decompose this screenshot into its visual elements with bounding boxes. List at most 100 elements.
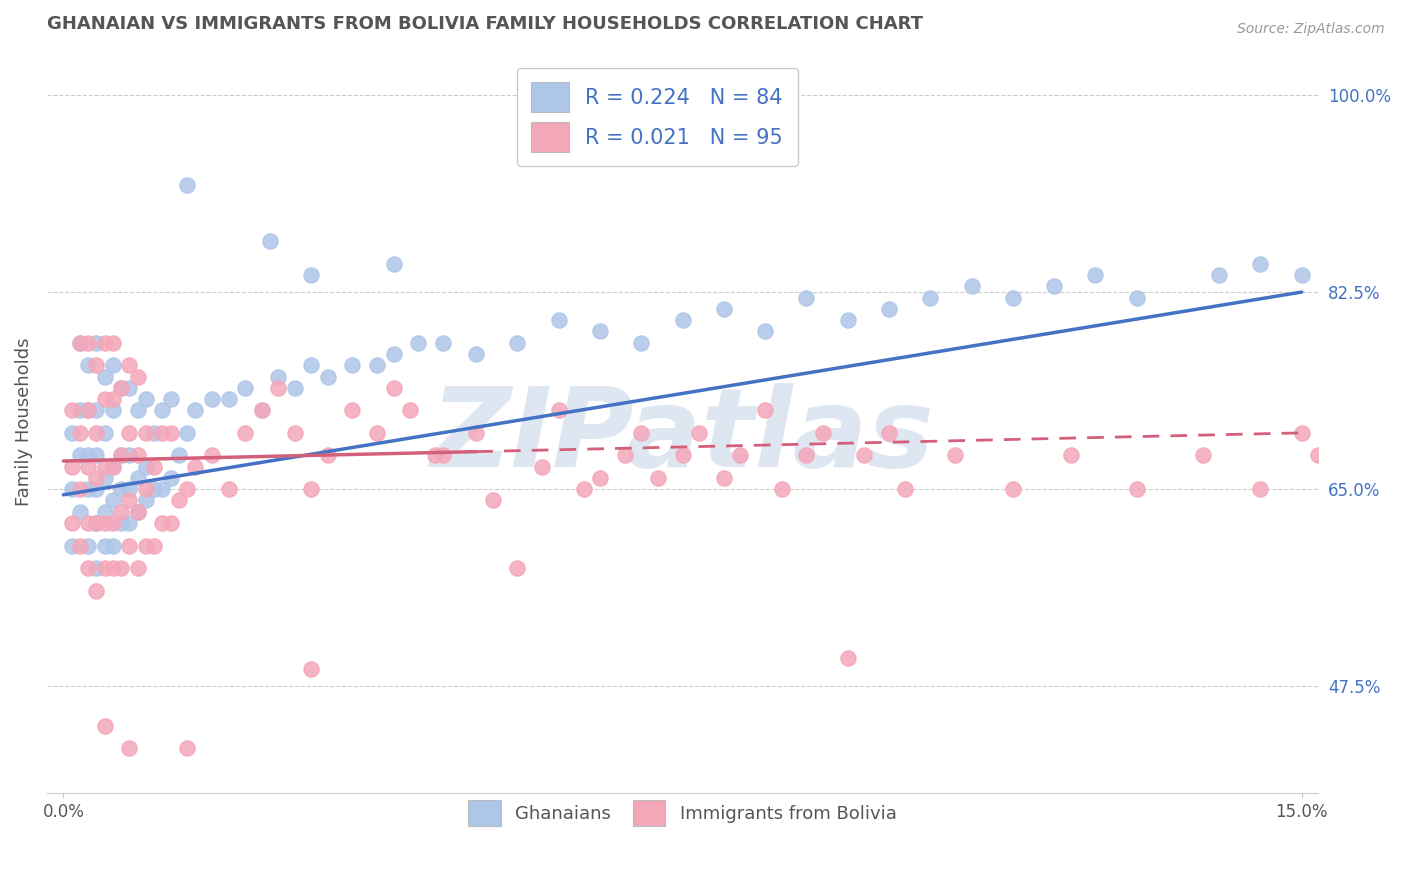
Point: [118, 493, 141, 508]
Point: [408, 335, 430, 350]
Point: [853, 449, 876, 463]
Point: [770, 482, 793, 496]
Point: [93, 539, 115, 553]
Point: [101, 335, 124, 350]
Point: [93, 719, 115, 733]
Point: [671, 449, 693, 463]
Point: [796, 291, 818, 305]
Point: [218, 482, 240, 496]
Point: [894, 482, 917, 496]
Point: [69, 403, 91, 417]
Point: [135, 539, 157, 553]
Point: [93, 505, 115, 519]
Point: [77, 403, 100, 417]
Point: [127, 505, 149, 519]
Point: [69, 539, 91, 553]
Point: [135, 459, 157, 474]
Point: [77, 358, 100, 372]
Point: [69, 335, 91, 350]
Point: [176, 482, 198, 496]
Point: [118, 381, 141, 395]
Point: [267, 369, 290, 384]
Text: Source: ZipAtlas.com: Source: ZipAtlas.com: [1237, 22, 1385, 37]
Point: [201, 392, 224, 406]
Point: [399, 403, 422, 417]
Point: [93, 459, 115, 474]
Point: [877, 301, 900, 316]
Point: [184, 403, 207, 417]
Point: [713, 471, 735, 485]
Point: [77, 335, 100, 350]
Point: [101, 561, 124, 575]
Point: [960, 279, 983, 293]
Point: [86, 449, 108, 463]
Point: [69, 449, 91, 463]
Point: [159, 392, 181, 406]
Point: [837, 313, 859, 327]
Point: [127, 561, 149, 575]
Point: [86, 425, 108, 440]
Point: [613, 449, 636, 463]
Point: [86, 335, 108, 350]
Point: [688, 425, 710, 440]
Point: [176, 425, 198, 440]
Y-axis label: Family Households: Family Households: [15, 337, 32, 506]
Point: [60, 459, 83, 474]
Point: [135, 493, 157, 508]
Point: [101, 516, 124, 530]
Point: [1291, 268, 1313, 282]
Point: [299, 358, 322, 372]
Point: [77, 449, 100, 463]
Point: [432, 335, 454, 350]
Point: [1059, 449, 1081, 463]
Text: GHANAIAN VS IMMIGRANTS FROM BOLIVIA FAMILY HOUSEHOLDS CORRELATION CHART: GHANAIAN VS IMMIGRANTS FROM BOLIVIA FAMI…: [46, 15, 922, 33]
Point: [284, 425, 307, 440]
Point: [432, 449, 454, 463]
Point: [159, 471, 181, 485]
Point: [176, 178, 198, 192]
Point: [299, 482, 322, 496]
Point: [60, 403, 83, 417]
Point: [1125, 482, 1147, 496]
Point: [143, 482, 166, 496]
Point: [118, 358, 141, 372]
Point: [152, 516, 174, 530]
Point: [110, 381, 132, 395]
Point: [1308, 449, 1330, 463]
Point: [77, 561, 100, 575]
Point: [135, 425, 157, 440]
Point: [547, 403, 569, 417]
Point: [110, 505, 132, 519]
Point: [506, 561, 529, 575]
Point: [127, 505, 149, 519]
Point: [1250, 482, 1272, 496]
Point: [382, 381, 405, 395]
Point: [77, 459, 100, 474]
Point: [77, 482, 100, 496]
Point: [152, 425, 174, 440]
Point: [86, 516, 108, 530]
Point: [86, 358, 108, 372]
Point: [267, 381, 290, 395]
Point: [284, 381, 307, 395]
Point: [77, 403, 100, 417]
Point: [110, 561, 132, 575]
Point: [754, 325, 776, 339]
Point: [101, 539, 124, 553]
Point: [60, 425, 83, 440]
Point: [60, 482, 83, 496]
Point: [93, 516, 115, 530]
Point: [671, 313, 693, 327]
Point: [110, 381, 132, 395]
Point: [943, 449, 966, 463]
Point: [1250, 257, 1272, 271]
Point: [630, 335, 652, 350]
Point: [135, 482, 157, 496]
Point: [730, 449, 752, 463]
Point: [118, 425, 141, 440]
Point: [93, 425, 115, 440]
Point: [86, 403, 108, 417]
Point: [465, 347, 488, 361]
Point: [920, 291, 942, 305]
Point: [589, 471, 612, 485]
